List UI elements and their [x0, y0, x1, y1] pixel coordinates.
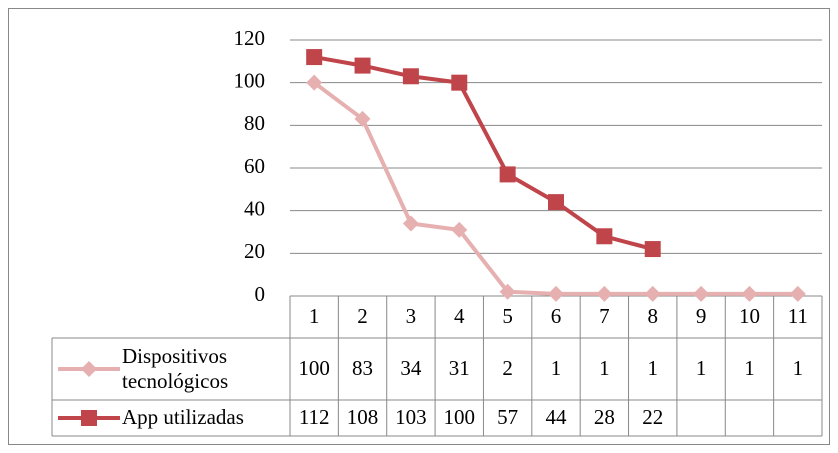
marker: [451, 74, 468, 91]
legend-marker: [81, 410, 97, 426]
table-value: 83: [352, 356, 373, 380]
marker: [596, 228, 613, 245]
y-tick-label: 40: [244, 196, 265, 220]
marker: [306, 49, 323, 66]
x-tick-label: 8: [647, 304, 658, 328]
marker: [354, 110, 371, 127]
x-tick-label: 3: [406, 304, 417, 328]
table-value: 1: [647, 356, 658, 380]
marker: [548, 285, 564, 302]
table-value: 44: [546, 405, 568, 429]
x-tick-label: 6: [551, 304, 562, 328]
marker: [644, 241, 661, 258]
table-value: 1: [599, 356, 610, 380]
table-value: 2: [502, 356, 513, 380]
legend-label: Dispositivos tecnológicos: [122, 344, 229, 393]
table-value: 112: [299, 405, 330, 429]
marker: [306, 74, 323, 91]
y-tick-label: 20: [244, 239, 265, 263]
table-value: 1: [696, 356, 707, 380]
y-tick-label: 60: [244, 154, 265, 178]
marker: [499, 166, 516, 183]
table-value: 1: [551, 356, 562, 380]
table-value: 1: [793, 356, 804, 380]
y-tick-label: 0: [255, 282, 266, 306]
table-value: 28: [594, 405, 615, 429]
marker: [354, 57, 371, 74]
y-tick-label: 100: [234, 68, 266, 92]
marker: [402, 215, 419, 232]
marker: [451, 221, 468, 238]
series-line: [313, 55, 654, 252]
table-value: 34: [400, 356, 422, 380]
legend-label: App utilizadas: [122, 405, 244, 429]
table-value: 1: [744, 356, 755, 380]
marker: [693, 285, 710, 302]
x-tick-label: 10: [739, 304, 760, 328]
table-value: 31: [449, 356, 470, 380]
y-tick-label: 80: [244, 111, 265, 135]
x-tick-label: 7: [599, 304, 610, 328]
x-tick-label: 5: [502, 304, 513, 328]
marker: [402, 68, 419, 85]
marker: [499, 283, 516, 300]
marker: [548, 194, 564, 211]
x-tick-label: 2: [357, 304, 368, 328]
x-tick-label: 11: [788, 304, 808, 328]
table-value: 22: [642, 405, 663, 429]
table-value: 103: [395, 405, 427, 429]
table-value: 100: [444, 405, 476, 429]
marker: [741, 285, 758, 302]
marker: [596, 285, 613, 302]
legend-marker: [81, 361, 97, 377]
y-tick-label: 120: [234, 26, 266, 50]
x-tick-label: 1: [309, 304, 320, 328]
x-tick-label: 4: [454, 304, 465, 328]
marker: [644, 285, 661, 302]
marker: [789, 285, 806, 302]
table-value: 100: [298, 356, 330, 380]
table-value: 108: [347, 405, 379, 429]
x-tick-label: 9: [696, 304, 707, 328]
table-value: 57: [497, 405, 518, 429]
